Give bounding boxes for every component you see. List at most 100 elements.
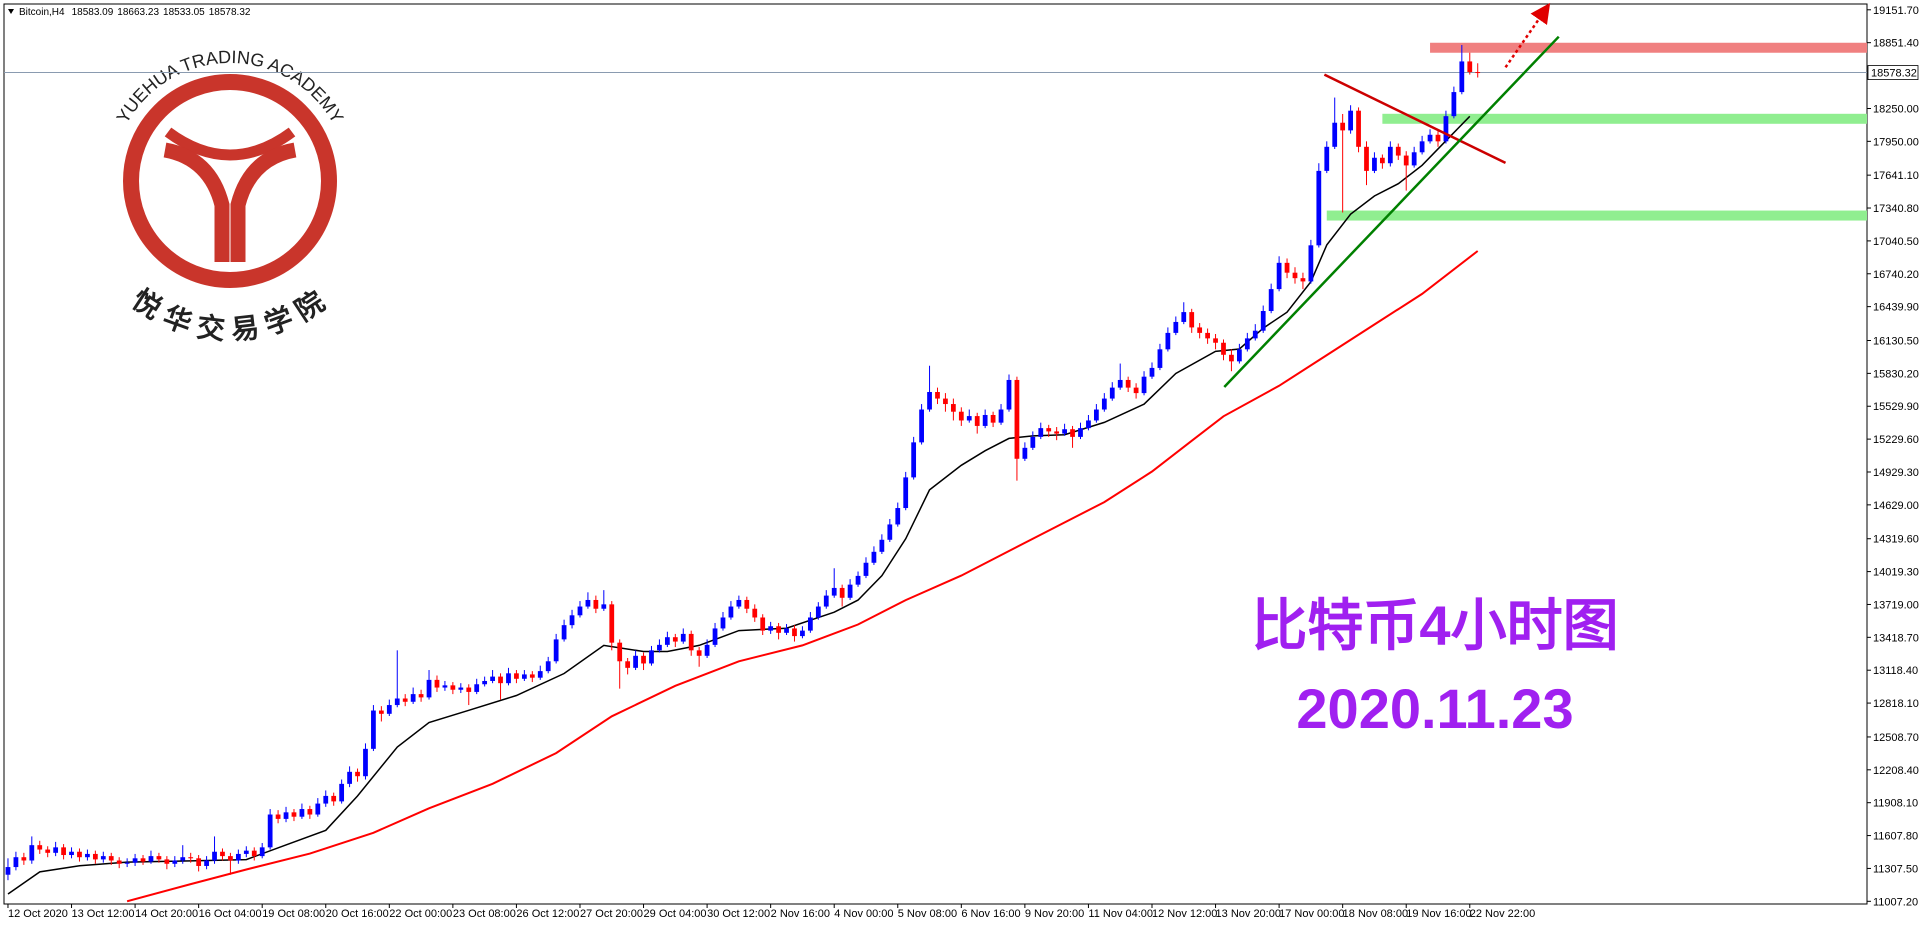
candle-body: [1078, 428, 1083, 437]
high: 18663.23: [117, 7, 159, 18]
annotation-date: 2020.11.23: [1296, 677, 1573, 740]
logo-right: [230, 142, 297, 262]
y-tick-label: 11607.80: [1873, 831, 1918, 843]
annotation-title: 比特币4小时图: [1251, 594, 1618, 657]
candle-body: [283, 812, 289, 819]
candle-body: [617, 642, 623, 662]
candle-body: [37, 845, 43, 850]
candle-body: [498, 676, 503, 684]
y-tick-label: 17340.80: [1873, 203, 1919, 215]
candle-body: [514, 673, 519, 679]
candle-body: [251, 850, 257, 857]
candle-body: [196, 858, 202, 866]
candle-body: [537, 671, 543, 678]
trendline: [1323, 73, 1507, 165]
candle-body: [1157, 349, 1163, 368]
candle-body: [545, 661, 551, 672]
candle-body: [1364, 146, 1369, 171]
candle-body: [458, 687, 464, 690]
candle-body: [863, 562, 869, 576]
candle-body: [172, 860, 178, 864]
candle-body: [1221, 342, 1226, 355]
x-tick-label: 13 Nov 20:00: [1216, 908, 1281, 920]
y-tick-label: 15229.60: [1873, 434, 1919, 446]
x-tick-label: 13 Oct 12:00: [72, 908, 135, 920]
header-text: Bitcoin,H4 18583.09 18663.23 18533.05 18578.…: [19, 7, 251, 18]
candle-body: [355, 771, 360, 777]
candle-body: [1316, 170, 1322, 246]
candle-body: [132, 858, 138, 863]
candle-body: [1014, 379, 1020, 459]
candle-body: [299, 809, 305, 817]
candle-body: [1411, 152, 1417, 166]
x-tick-label: 16 Oct 04:00: [199, 908, 262, 920]
candle-body: [1379, 157, 1385, 164]
logo-cup: [164, 127, 296, 161]
x-tick-label: 26 Oct 12:00: [516, 908, 579, 920]
candle-body: [220, 851, 225, 857]
candle-body: [903, 477, 909, 509]
y-tick-label: 14629.00: [1873, 500, 1919, 512]
candle-body: [815, 606, 821, 618]
candle-body: [1276, 262, 1282, 290]
candle-body: [77, 851, 82, 858]
level-zone: [1326, 210, 1867, 221]
y-tick-label: 12508.70: [1873, 732, 1919, 744]
candle-body: [307, 809, 313, 815]
price-label-box: [1867, 65, 1919, 80]
candle-body: [315, 803, 321, 815]
candle-body: [1356, 110, 1361, 147]
candle-body: [92, 853, 98, 860]
candle-body: [1093, 409, 1099, 421]
x-tick-label: 12 Oct 2020: [8, 908, 68, 920]
x-tick-label: 9 Nov 20:00: [1025, 908, 1084, 920]
x-tick-label: 19 Oct 08:00: [262, 908, 325, 920]
y-tick-label: 11908.10: [1873, 798, 1918, 810]
x-tick-label: 20 Oct 16:00: [326, 908, 389, 920]
candle-body: [212, 851, 217, 861]
candle-body: [736, 599, 742, 607]
candle-body: [831, 587, 837, 596]
header-arrow: [8, 9, 14, 14]
candle-body: [990, 414, 996, 423]
candle-body: [1252, 330, 1258, 339]
candle-body: [156, 856, 162, 860]
candle-body: [1117, 379, 1123, 388]
x-tick-label: 19 Nov 16:00: [1406, 908, 1471, 920]
candle-body: [911, 442, 917, 478]
candle-body: [124, 862, 130, 864]
candle-body: [879, 539, 885, 552]
candle-body: [823, 595, 829, 607]
x-tick-label: 22 Nov 22:00: [1470, 908, 1535, 920]
candle-body: [1062, 429, 1067, 434]
candle-body: [521, 674, 527, 679]
x-tick-label: 17 Nov 00:00: [1279, 908, 1344, 920]
candle-body: [664, 637, 670, 645]
candle-body: [228, 856, 233, 861]
y-tick-label: 18250.00: [1873, 104, 1919, 116]
candle-body: [180, 857, 186, 861]
candle-body: [625, 661, 631, 668]
moving-averages: [7, 115, 1479, 903]
candle-body: [998, 409, 1004, 423]
candle-body: [1086, 420, 1091, 429]
y-tick-label: 17641.10: [1873, 170, 1919, 182]
candle-body: [800, 630, 805, 637]
candle-body: [855, 575, 861, 585]
candle-body: [958, 411, 964, 421]
candle-body: [371, 710, 376, 749]
x-tick-label: 29 Oct 04:00: [644, 908, 707, 920]
low: 18533.05: [163, 7, 205, 18]
candle-body: [204, 860, 209, 866]
candle-body: [1292, 272, 1298, 279]
y-tick-label: 12818.10: [1873, 698, 1919, 710]
candle-body: [974, 416, 980, 426]
y-tick-label: 14019.30: [1873, 567, 1919, 579]
candle-body: [776, 626, 781, 633]
candle-body: [1205, 332, 1210, 339]
candle-body: [657, 644, 662, 651]
candle-body: [935, 392, 940, 399]
candle-body: [1030, 436, 1036, 448]
axes: 19151.70 18851.40 18250.00 17950.00 17641.10…: [4, 5, 1919, 920]
